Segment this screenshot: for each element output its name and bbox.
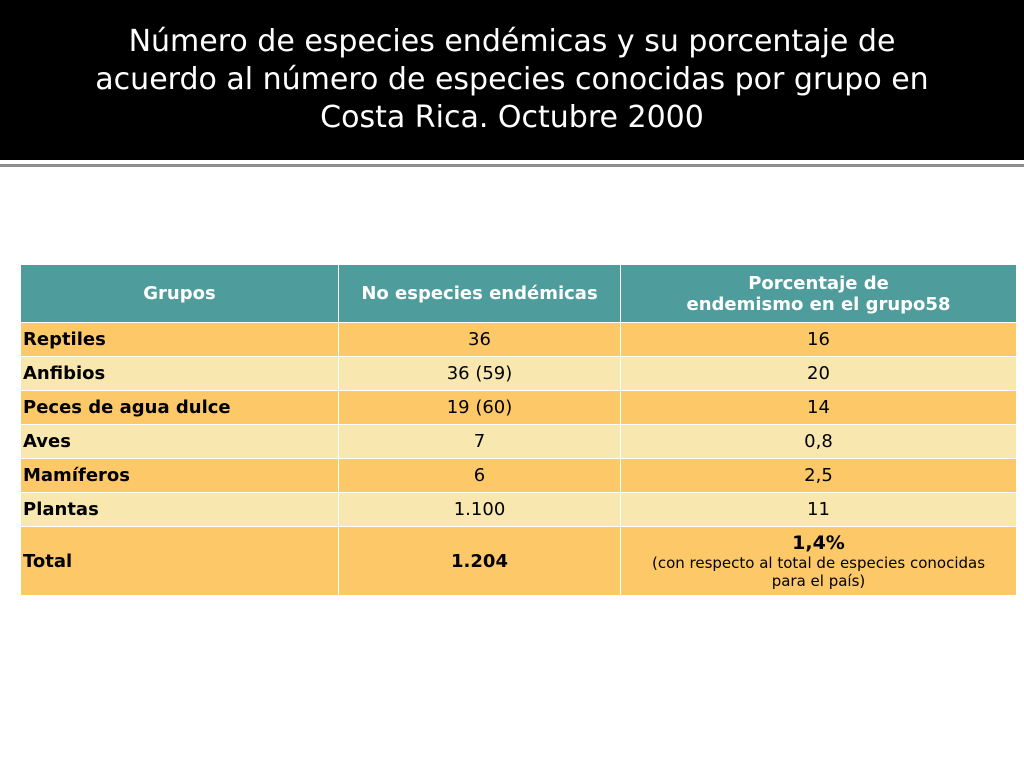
row-count: 6 <box>338 458 621 493</box>
slide-title-bar: Número de especies endémicas y su porcen… <box>0 0 1024 160</box>
slide-title-line-3: Costa Rica. Octubre 2000 <box>320 100 704 135</box>
total-percent: 1,4% <box>792 532 845 554</box>
total-note-line-1: (con respecto al total de especies conoc… <box>651 554 986 572</box>
row-percent: 0,8 <box>620 424 1017 459</box>
slide-title-line-2: acuerdo al número de especies conocidas … <box>95 62 929 97</box>
slide-title: Número de especies endémicas y su porcen… <box>55 23 968 137</box>
row-count: 36 <box>338 322 621 357</box>
row-percent: 20 <box>620 356 1017 391</box>
row-group: Aves <box>20 424 339 459</box>
table-header-row: Grupos No especies endémicas Porcentaje … <box>20 264 1017 323</box>
row-percent: 16 <box>620 322 1017 357</box>
row-percent: 14 <box>620 390 1017 425</box>
header-percent-line-2: endemismo en el grupo58 <box>686 293 951 315</box>
table-total-row: Total 1.204 1,4% (con respecto al total … <box>20 526 1017 596</box>
row-group: Plantas <box>20 492 339 527</box>
row-group: Mamíferos <box>20 458 339 493</box>
row-group: Reptiles <box>20 322 339 357</box>
total-note-line-2: para el país) <box>771 572 866 590</box>
table-row: Mamíferos 6 2,5 <box>20 458 1017 493</box>
title-divider-top <box>0 160 1024 163</box>
row-group: Peces de agua dulce <box>20 390 339 425</box>
table-row: Anfibios 36 (59) 20 <box>20 356 1017 391</box>
total-percent-cell: 1,4% (con respecto al total de especies … <box>620 526 1017 596</box>
row-percent: 11 <box>620 492 1017 527</box>
table-row: Plantas 1.100 11 <box>20 492 1017 527</box>
row-count: 36 (59) <box>338 356 621 391</box>
title-divider-bottom <box>0 164 1024 167</box>
table-row: Peces de agua dulce 19 (60) 14 <box>20 390 1017 425</box>
row-count: 7 <box>338 424 621 459</box>
header-percent-line-1: Porcentaje de <box>748 272 889 294</box>
row-count: 1.100 <box>338 492 621 527</box>
row-count: 19 (60) <box>338 390 621 425</box>
endemic-species-table: Grupos No especies endémicas Porcentaje … <box>20 264 1017 596</box>
row-percent: 2,5 <box>620 458 1017 493</box>
row-group: Anfibios <box>20 356 339 391</box>
header-groups: Grupos <box>20 264 339 323</box>
table-row: Reptiles 36 16 <box>20 322 1017 357</box>
total-group: Total <box>20 526 339 596</box>
table-row: Aves 7 0,8 <box>20 424 1017 459</box>
header-count: No especies endémicas <box>338 264 621 323</box>
total-count: 1.204 <box>338 526 621 596</box>
header-percent: Porcentaje de endemismo en el grupo58 <box>620 264 1017 323</box>
slide-title-line-1: Número de especies endémicas y su porcen… <box>128 24 896 59</box>
